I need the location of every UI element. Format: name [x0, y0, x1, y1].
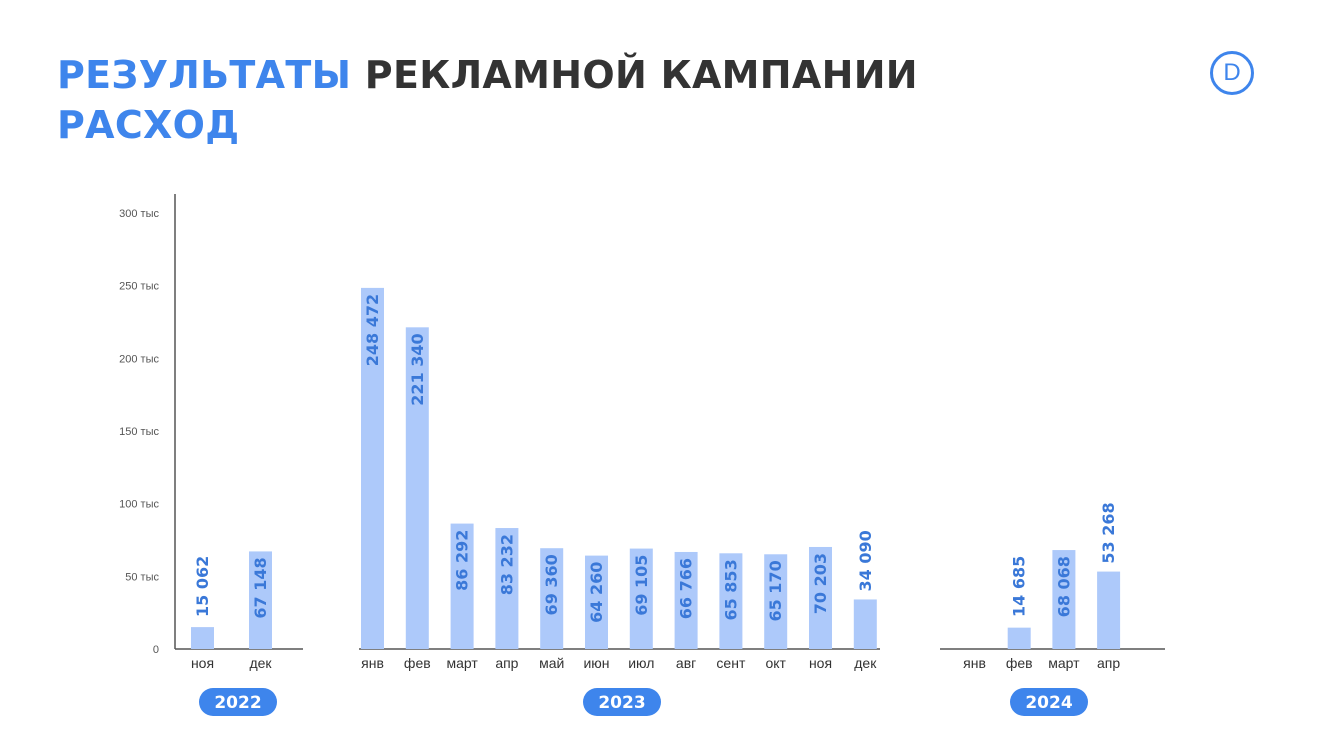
bar — [853, 599, 877, 649]
bar-value-label: 221 340 — [408, 333, 427, 405]
bar-value-label: 66 766 — [677, 558, 696, 619]
bar-value-label: 69 360 — [542, 554, 561, 615]
bar-value-label: 248 472 — [363, 294, 382, 366]
category-label: фев — [1006, 655, 1033, 671]
bar — [1007, 627, 1031, 649]
logo-d-circle-icon: D — [1210, 51, 1254, 95]
bar-value-label: 34 090 — [856, 530, 875, 591]
y-tick-label: 0 — [153, 644, 159, 656]
year-badge-label: 2024 — [1025, 693, 1072, 713]
bar — [495, 528, 519, 649]
category-label: фев — [404, 655, 431, 671]
bar — [361, 287, 384, 649]
category-label: янв — [963, 655, 986, 671]
bar-value-label: 70 203 — [811, 553, 830, 614]
category-label: май — [539, 655, 564, 671]
category-label: авг — [676, 655, 696, 671]
category-label: янв — [361, 655, 384, 671]
logo-letter: D — [1223, 59, 1241, 86]
y-tick-label: 50 тыс — [125, 571, 159, 583]
category-label: сент — [716, 655, 746, 671]
bar-value-label: 65 170 — [766, 560, 785, 621]
bar-value-label: 64 260 — [587, 562, 606, 623]
bar-value-label: 86 292 — [453, 530, 472, 591]
bar — [191, 627, 214, 649]
category-label: ноя — [191, 655, 214, 671]
bar-value-label: 68 068 — [1054, 556, 1073, 617]
category-label: июн — [583, 655, 609, 671]
bar — [809, 546, 832, 649]
year-badge — [199, 688, 277, 716]
year-badge — [583, 688, 661, 716]
category-label: дек — [854, 655, 877, 671]
category-label: март — [446, 655, 478, 671]
page-title: РЕЗУЛЬТАТЫ РЕКЛАМНОЙ КАМПАНИИ РАСХОД — [57, 50, 918, 150]
y-tick-label: 250 тыс — [119, 281, 159, 293]
bar — [585, 555, 608, 649]
bar — [450, 523, 474, 649]
year-badge-label: 2022 — [214, 693, 261, 713]
category-label: июл — [628, 655, 654, 671]
category-label: апр — [1097, 655, 1120, 671]
bar — [719, 553, 743, 649]
category-label: окт — [765, 655, 786, 671]
bar — [540, 548, 564, 649]
y-tick-label: 150 тыс — [119, 426, 159, 438]
bar — [629, 548, 653, 649]
category-label: март — [1048, 655, 1080, 671]
y-tick-label: 100 тыс — [119, 499, 159, 511]
bar-value-label: 15 062 — [193, 556, 212, 617]
bar — [764, 554, 788, 649]
category-label: ноя — [809, 655, 832, 671]
bar — [405, 327, 429, 649]
year-badge-label: 2023 — [598, 693, 645, 713]
category-label: дек — [249, 655, 272, 671]
bar-value-label: 69 105 — [632, 555, 651, 616]
year-badge — [1010, 688, 1088, 716]
bar-value-label: 65 853 — [721, 559, 740, 620]
y-tick-label: 300 тыс — [119, 208, 159, 220]
title-rest: РЕКЛАМНОЙ КАМПАНИИ — [364, 53, 918, 97]
bar — [249, 551, 272, 649]
bar — [674, 551, 698, 649]
page-subtitle: РАСХОД — [57, 103, 240, 147]
bar-value-label: 67 148 — [251, 557, 270, 618]
bar-value-label: 53 268 — [1099, 502, 1118, 563]
y-tick-label: 200 тыс — [119, 353, 159, 365]
category-label: апр — [495, 655, 518, 671]
bar-value-label: 83 232 — [497, 534, 516, 595]
bar — [1097, 571, 1121, 649]
title-accent: РЕЗУЛЬТАТЫ — [57, 53, 352, 97]
bar — [1052, 550, 1076, 649]
bar-value-label: 14 685 — [1010, 556, 1029, 617]
